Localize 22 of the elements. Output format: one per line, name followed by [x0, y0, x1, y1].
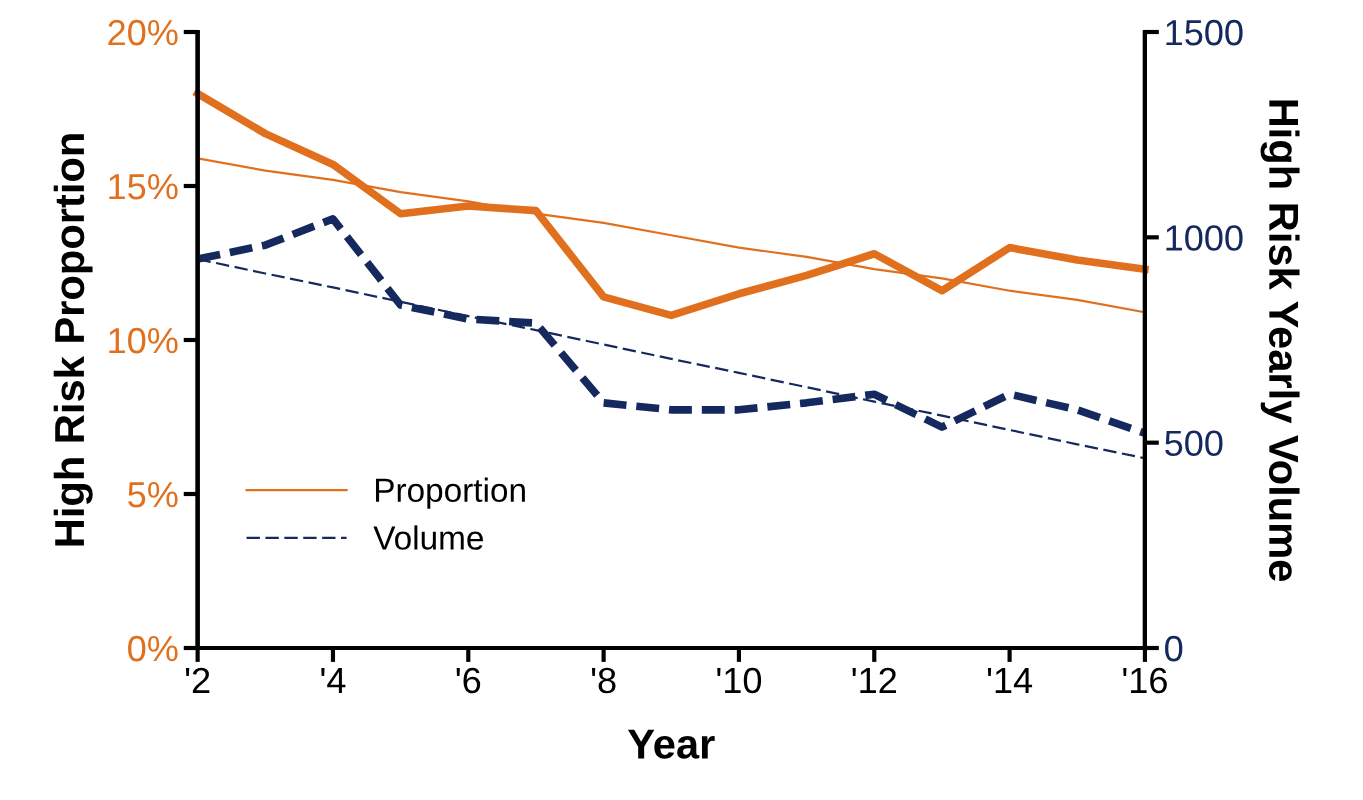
x-tick-label: '10 [717, 667, 762, 694]
x-axis-title: Year [627, 729, 715, 759]
y2-tick-label: 0 [1165, 635, 1183, 662]
y2-tick-label: 1000 [1166, 225, 1243, 251]
y-axis-title: High Risk Proportion [53, 134, 93, 546]
y2-tick-label: 500 [1165, 430, 1223, 457]
x-tick-label: '16 [1123, 667, 1167, 694]
x-tick-label: '8 [591, 667, 616, 694]
y2-tick-label: 1500 [1166, 19, 1243, 46]
legend-label: Volume [373, 525, 483, 550]
x-tick-label: '4 [321, 668, 346, 693]
y-tick-label: 20% [108, 19, 178, 46]
x-tick-label: '2 [185, 667, 210, 693]
legend-label: Proportion [375, 477, 525, 509]
x-tick-label: '6 [456, 667, 481, 694]
x-tick-label: '14 [987, 668, 1033, 693]
y-tick-label: 15% [109, 174, 178, 200]
y-tick-label: 5% [128, 482, 178, 508]
x-tick-label: '12 [852, 667, 896, 693]
y2-axis-title: High Risk Yearly Volume [1260, 100, 1300, 581]
y-tick-label: 0% [128, 635, 178, 662]
y-tick-label: 10% [109, 327, 178, 354]
